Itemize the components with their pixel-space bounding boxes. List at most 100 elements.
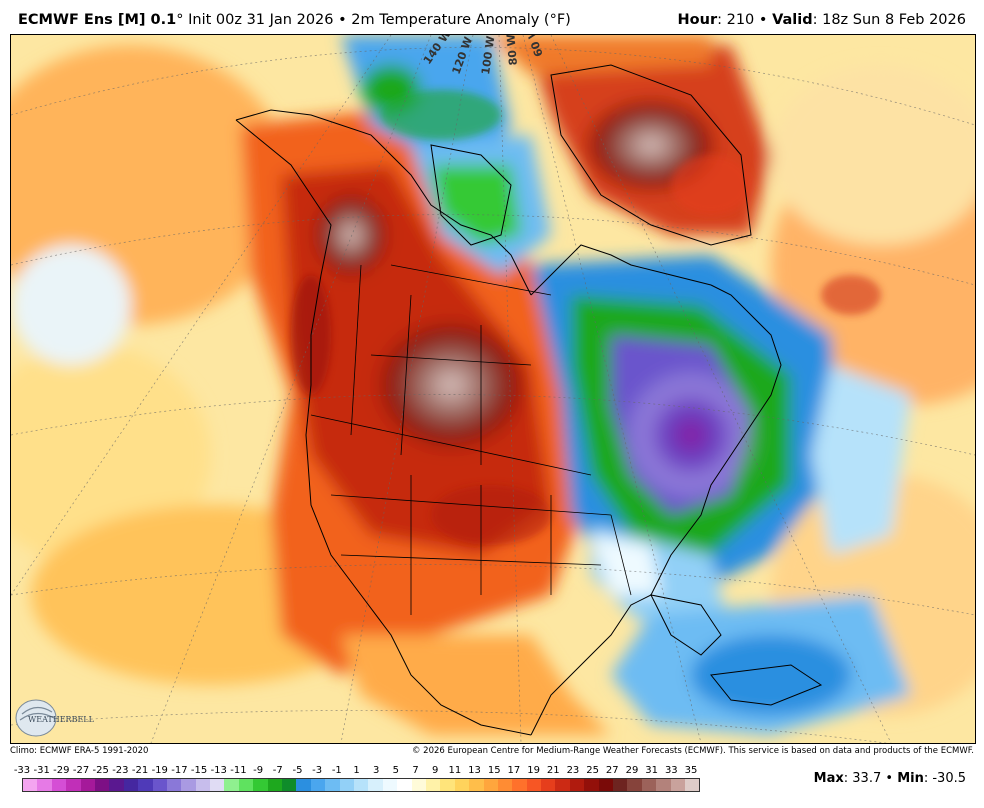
field-name: 2m Temperature Anomaly (°F)	[351, 12, 571, 28]
legend-swatch	[641, 779, 657, 791]
color-legend	[22, 778, 700, 792]
legend-tick-label: 3	[372, 765, 380, 776]
legend-tick-label: 11	[448, 765, 462, 776]
legend-tick-label: -27	[72, 765, 90, 776]
legend-swatch	[224, 779, 239, 791]
max-value: : 33.7	[843, 771, 882, 786]
coastlines	[235, 64, 823, 736]
anomaly-map: 140 W 120 W 100 W 80 W 60 W	[10, 34, 976, 744]
legend-swatch	[469, 779, 484, 791]
legend-swatch	[497, 779, 513, 791]
legend-tick-label: -31	[33, 765, 50, 776]
legend-tick-label: -5	[292, 765, 303, 776]
legend-tick-label: -25	[92, 765, 109, 776]
legend-tick-label: 9	[432, 765, 439, 776]
legend-swatch	[310, 779, 326, 791]
legend-swatch	[181, 779, 196, 791]
legend-swatch	[267, 779, 283, 791]
political-borders	[310, 264, 632, 615]
legend-swatch	[411, 779, 426, 791]
legend-tick-label: 15	[487, 765, 501, 776]
legend-ticks: -33 -31 -29 -27 -25 -23 -21 -19 -17 -15 -13 -11 -9 -7…	[10, 765, 710, 777]
climo-note: Climo: ECMWF ERA-5 1991-2020	[10, 746, 149, 756]
header-valid: Hour: 210 • Valid: 18z Sun 8 Feb 2026	[677, 12, 966, 28]
legend-swatch	[210, 779, 225, 791]
legend-swatch	[382, 779, 398, 791]
logo-text: WEATHERBELL	[28, 715, 95, 724]
legend-swatch	[584, 779, 599, 791]
legend-swatch	[66, 779, 81, 791]
legend-tick-label: 13	[468, 765, 481, 776]
longitude-label: 80 W	[504, 35, 520, 66]
hour-label: Hour	[677, 12, 718, 28]
header: ECMWF Ens [M] 0.1° Init 00z 31 Jan 2026 …	[0, 0, 984, 34]
map-canvas: 140 W 120 W 100 W 80 W 60 W	[11, 35, 975, 743]
legend-swatch	[37, 779, 52, 791]
legend-swatch	[613, 779, 628, 791]
valid-value: : 18z Sun 8 Feb 2026	[812, 12, 966, 28]
legend-tick-label: 25	[586, 765, 599, 776]
legend-tick-label: -19	[151, 765, 168, 776]
copyright-note: © 2026 European Centre for Medium-Range …	[411, 746, 974, 756]
legend-swatch	[512, 779, 527, 791]
legend-swatch	[23, 779, 38, 791]
legend-swatch	[526, 779, 542, 791]
legend-swatch	[253, 779, 268, 791]
legend-swatch	[569, 779, 585, 791]
valid-label: Valid	[772, 12, 813, 28]
legend-tick-label: -13	[210, 765, 227, 776]
legend-tick-label: 35	[684, 765, 698, 776]
legend-swatch	[94, 779, 110, 791]
legend-tick-label: -23	[112, 765, 129, 776]
legend-swatch	[627, 779, 642, 791]
legend-tick-label: -11	[230, 765, 247, 776]
legend-tick-label: -17	[171, 765, 188, 776]
legend-tick-label: -3	[312, 765, 323, 776]
legend-swatch	[684, 779, 700, 791]
legend-swatch	[123, 779, 139, 791]
legend-swatch	[670, 779, 685, 791]
legend-tick-label: -1	[331, 765, 342, 776]
longitude-label: 100 W	[479, 35, 497, 75]
legend-tick-label: -33	[13, 765, 31, 776]
legend-tick-label: 31	[645, 765, 659, 776]
legend-tick-label: 7	[412, 765, 419, 776]
legend-swatch	[368, 779, 383, 791]
legend-tick-label: 17	[507, 765, 521, 776]
legend-tick-label: 19	[527, 765, 540, 776]
legend-tick-label: 23	[566, 765, 580, 776]
legend-tick-label: -29	[53, 765, 70, 776]
legend-tick-label: 33	[664, 765, 678, 776]
anomaly-field	[11, 35, 975, 735]
legend-swatch	[109, 779, 124, 791]
legend-tick-label: -15	[190, 765, 208, 776]
legend-swatch	[138, 779, 153, 791]
legend-swatch	[152, 779, 167, 791]
max-label: Max	[813, 771, 844, 786]
legend-tick-label: 21	[546, 765, 560, 776]
legend-swatch	[555, 779, 570, 791]
header-title: ECMWF Ens [M] 0.1° Init 00z 31 Jan 2026 …	[18, 12, 571, 28]
graticule	[11, 35, 975, 743]
legend-swatch	[656, 779, 671, 791]
legend-tick-label: 5	[392, 765, 400, 776]
legend-tick-label: -21	[131, 765, 149, 776]
model-name: ECMWF Ens [M] 0.1	[18, 12, 177, 28]
legend-swatch	[541, 779, 556, 791]
init-time: Init 00z 31 Jan 2026	[188, 12, 334, 28]
legend-tick-label: 1	[353, 765, 360, 776]
weatherbell-logo: WEATHERBELL	[14, 696, 98, 738]
legend-swatch	[166, 779, 182, 791]
legend-swatch	[598, 779, 614, 791]
legend-tick-label: -9	[253, 765, 264, 776]
legend-swatch	[353, 779, 369, 791]
legend-swatch	[282, 779, 297, 791]
legend-swatch	[339, 779, 354, 791]
legend-tick-label: -7	[272, 765, 283, 776]
legend-swatch	[195, 779, 211, 791]
min-value: : -30.5	[923, 771, 966, 786]
legend-swatch	[397, 779, 412, 791]
legend-tick-label: 29	[625, 765, 639, 776]
legend-swatch	[483, 779, 498, 791]
legend-swatch	[51, 779, 67, 791]
